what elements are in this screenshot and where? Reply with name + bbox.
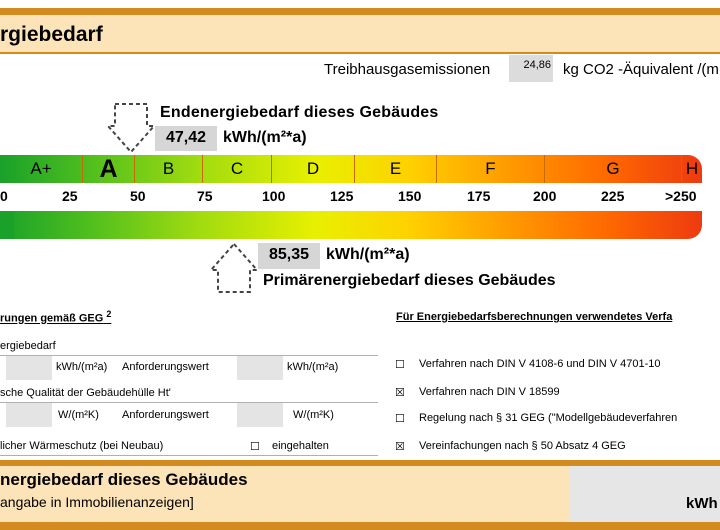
primary-energy-unit: kWh/(m²*a)	[326, 246, 410, 263]
tick-label: 0	[0, 188, 8, 204]
ghg-value-box: 24,86	[509, 55, 553, 82]
end-energy-value-box: 47,42	[155, 126, 217, 151]
primary-energy-arrow-icon	[210, 242, 258, 293]
method-checkbox[interactable]: ☐	[395, 413, 405, 425]
primary-energy-value-box: 85,35	[258, 243, 320, 269]
method-checkbox[interactable]: ☒	[395, 441, 405, 453]
requirements-heading-text: rungen gemäß GEG	[0, 312, 104, 325]
row2-requirement-label: Anforderungswert	[122, 409, 209, 421]
method-label: Verfahren nach DIN V 18599	[419, 386, 560, 398]
row2-unit: W/(m²K)	[58, 409, 99, 421]
tick-label: 175	[467, 188, 491, 204]
tick-label: 25	[62, 188, 78, 204]
ghg-unit: kg CO2 -Äquivalent /(m	[563, 61, 719, 78]
class-e: E	[355, 155, 437, 183]
divider	[0, 455, 378, 456]
end-energy-label: Endenergiebedarf dieses Gebäudes	[160, 104, 439, 121]
row2-unit2: W/(m²K)	[293, 409, 334, 421]
tick-label: >250	[665, 188, 697, 204]
class-b: B	[135, 155, 203, 183]
bottom-title: nergiebedarf dieses Gebäudes	[0, 470, 248, 489]
row2-actual-field[interactable]	[6, 403, 52, 427]
method-label: Regelung nach § 31 GEG ("Modellgebäudeve…	[419, 412, 678, 424]
class-g: G	[545, 155, 682, 183]
tick-row	[0, 183, 720, 211]
primary-energy-label: Primärenergiebedarf dieses Gebäudes	[263, 272, 556, 289]
page-title: rgiebedarf	[0, 23, 103, 46]
tick-label: 150	[398, 188, 422, 204]
divider	[0, 402, 378, 403]
row1-actual-field[interactable]	[6, 356, 52, 380]
row1-requirement-label: Anforderungswert	[122, 361, 209, 373]
class-h: H	[685, 159, 699, 178]
requirements-heading: rungen gemäß GEG 2	[0, 309, 111, 325]
row1-requirement-field[interactable]	[237, 356, 283, 380]
class-a: A	[83, 155, 135, 183]
requirement-row1-label: ergiebedarf	[0, 340, 56, 352]
row1-unit: kWh/(m²a)	[56, 361, 108, 373]
requirement-row3-label: licher Wärmeschutz (bei Neubau)	[0, 440, 164, 452]
method-label: Verfahren nach DIN V 4108-6 und DIN V 47…	[419, 358, 661, 370]
requirements-footnote: 2	[106, 309, 112, 319]
tick-label: 225	[601, 188, 625, 204]
tick-label: 75	[197, 188, 213, 204]
top-accent-bar	[0, 8, 720, 15]
bottom-accent-line	[0, 460, 720, 466]
bottom-subtitle: angabe in Immobilienanzeigen]	[0, 494, 194, 510]
method-checkbox[interactable]: ☐	[395, 359, 405, 371]
end-energy-arrow-icon	[107, 103, 155, 154]
row3-value: eingehalten	[272, 440, 329, 452]
header-band: rgiebedarf	[0, 15, 720, 54]
row2-requirement-field[interactable]	[237, 403, 283, 427]
bottom-value-box	[570, 466, 720, 522]
tick-label: 200	[533, 188, 557, 204]
tick-label: 100	[262, 188, 286, 204]
methods-heading: Für Energiebedarfsberechnungen verwendet…	[396, 311, 673, 323]
class-a-plus: A+	[0, 155, 83, 183]
energy-scale-bar-bottom	[0, 211, 702, 239]
method-label: Vereinfachungen nach § 50 Absatz 4 GEG	[419, 440, 626, 452]
end-energy-unit: kWh/(m²*a)	[223, 129, 307, 146]
row1-unit2: kWh/(m²a)	[287, 361, 339, 373]
divider	[0, 355, 378, 356]
ghg-label: Treibhausgasemissionen	[324, 61, 491, 78]
bottom-unit: kWh	[686, 495, 718, 512]
class-d: D	[272, 155, 355, 183]
requirement-row2-label: sche Qualität der Gebäudehülle Ht'	[0, 387, 171, 399]
bottom-accent-bar	[0, 522, 720, 530]
energy-scale-bar	[0, 155, 702, 183]
tick-label: 125	[330, 188, 354, 204]
row3-checkbox[interactable]: ☐	[250, 441, 260, 453]
class-c: C	[203, 155, 272, 183]
class-f: F	[437, 155, 545, 183]
tick-label: 50	[130, 188, 146, 204]
method-checkbox[interactable]: ☒	[395, 387, 405, 399]
